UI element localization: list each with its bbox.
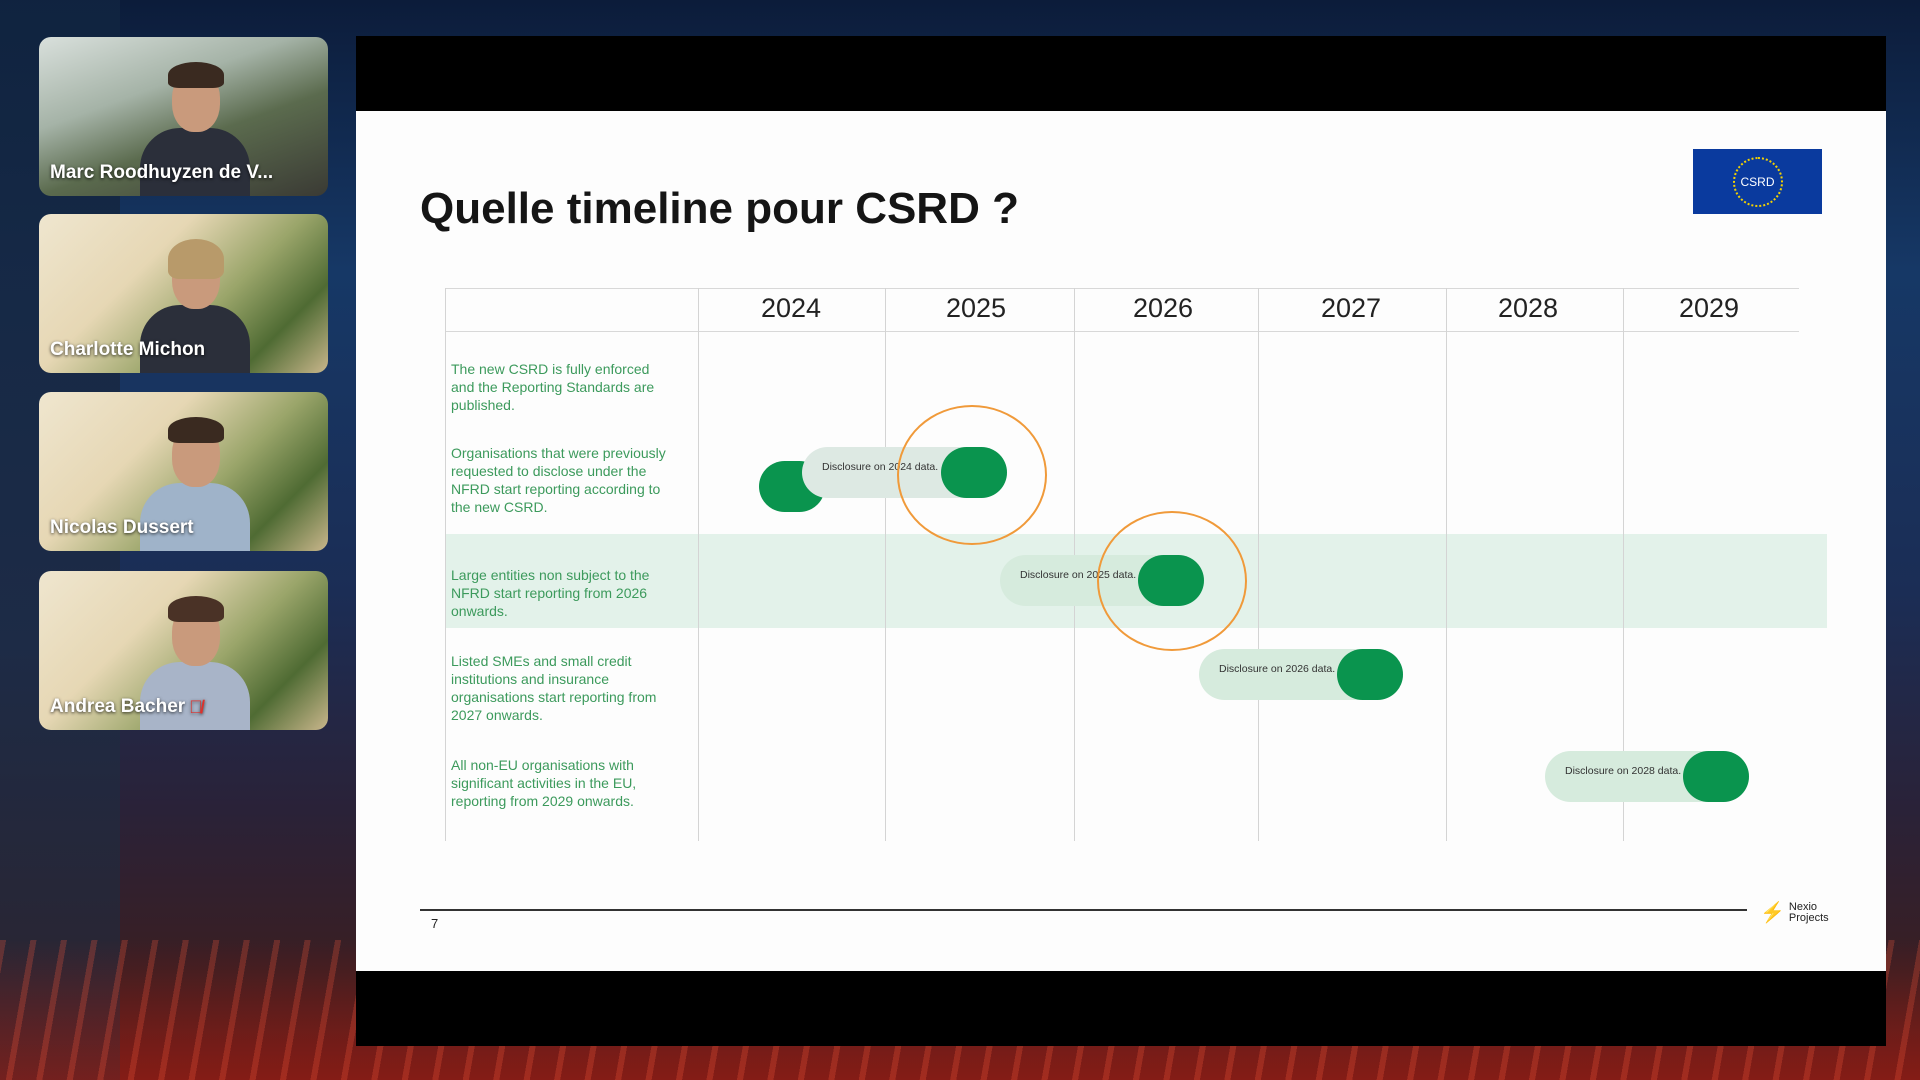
participant-video [139,590,250,730]
milestone-pill: Disclosure on 2028 data. [1545,751,1749,802]
participant-name: Nicolas Dussert [50,517,194,538]
nexio-mark-icon: ⚡ [1760,902,1785,924]
footer-divider [420,909,1747,911]
annotation-circle [1097,511,1247,651]
slide-title: Quelle timeline pour CSRD ? [420,184,1019,233]
row-description: The new CSRD is fully enforced and the R… [451,361,655,413]
page-number: 7 [431,916,439,931]
year-header: 2026 [1132,293,1194,323]
row-description: All non-EU organisations with significan… [451,757,637,809]
video-tile[interactable]: Andrea Bacher 🎙̸ [39,571,328,730]
participant-video [139,56,250,196]
year-header: 2024 [760,293,822,323]
mic-muted-icon: 🎙̸ [189,696,203,717]
annotation-circle [897,405,1047,545]
video-tile[interactable]: Nicolas Dussert [39,392,328,551]
row-description: Large entities non subject to the NFRD s… [451,567,650,619]
video-tile[interactable]: Marc Roodhuyzen de V... [39,37,328,196]
milestone-pill: Disclosure on 2026 data. [1199,649,1403,700]
row-description: Listed SMEs and small credit institution… [451,653,657,723]
year-header: 2027 [1320,293,1382,323]
eu-csrd-logo: CSRD [1693,149,1822,214]
year-header: 2029 [1678,293,1740,323]
participant-name: Andrea Bacher [50,696,186,717]
year-header: 2025 [945,293,1007,323]
timeline-table: 2024 2025 2026 2027 2028 2029 The new CS… [445,288,1827,841]
row-description: Organisations that were previously reque… [451,445,666,515]
participant-video [139,233,250,373]
year-header: 2028 [1497,293,1559,323]
participant-name: Charlotte Michon [50,339,206,360]
participant-video [139,411,250,551]
presentation-slide: Quelle timeline pour CSRD ? CSRD 2024 20… [356,111,1886,971]
video-tile[interactable]: Charlotte Michon [39,214,328,373]
nexio-logo: ⚡ Nexio Projects [1760,900,1829,924]
participant-name: Marc Roodhuyzen de V... [50,162,274,183]
